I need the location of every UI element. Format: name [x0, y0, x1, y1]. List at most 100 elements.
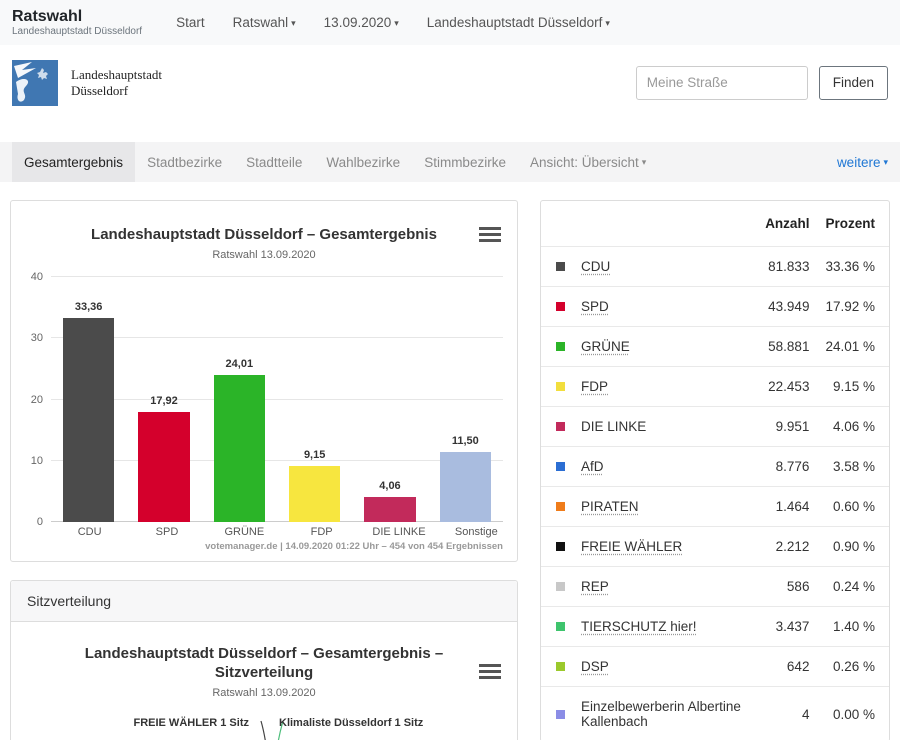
party-name-link[interactable]: Einzelbewerberin Albertine Kallenbach — [581, 699, 749, 729]
street-search-input[interactable] — [636, 66, 808, 100]
tab[interactable]: Gesamtergebnis — [12, 142, 135, 182]
street-search: Finden — [636, 66, 888, 100]
votes-percent: 9.15 % — [817, 367, 889, 407]
bar-SPD[interactable] — [138, 412, 189, 522]
table-header-row: Anzahl Prozent — [541, 201, 889, 247]
chart-export-menu-icon[interactable] — [479, 227, 501, 245]
logo-text: Landeshauptstadt Düsseldorf — [71, 67, 162, 99]
nav-item[interactable]: Ratswahl▾ — [233, 15, 296, 30]
bar-FDP[interactable] — [289, 466, 340, 522]
party-name-link[interactable]: FDP — [581, 379, 608, 394]
nav-item[interactable]: 13.09.2020▾ — [324, 15, 399, 30]
table-row: PIRATEN 1.464 0.60 % — [541, 487, 889, 527]
x-axis-label: GRÜNE — [206, 526, 283, 538]
x-axis: CDUSPDGRÜNEFDPDIE LINKESonstige — [51, 526, 515, 538]
x-axis-label: SPD — [128, 526, 205, 538]
y-tick-label: 10 — [11, 455, 43, 467]
nav-item[interactable]: Start — [176, 15, 205, 30]
tab-label: Stimmbezirke — [424, 155, 506, 170]
party-name-link[interactable]: TIERSCHUTZ hier! — [581, 619, 697, 634]
party-color-icon — [556, 262, 565, 271]
party-name-link[interactable]: CDU — [581, 259, 610, 274]
table-row: Einzelbewerberin Albertine Kallenbach 4 … — [541, 687, 889, 740]
party-name-link[interactable]: GRÜNE — [581, 339, 630, 354]
votes-percent: 0.26 % — [817, 647, 889, 687]
party-name-link[interactable]: SPD — [581, 299, 609, 314]
table-row: AfD 8.776 3.58 % — [541, 447, 889, 487]
seat-distribution-body: Landeshauptstadt Düsseldorf – Gesamterge… — [11, 644, 517, 740]
bar-GRÜNE[interactable] — [214, 375, 265, 522]
seat-distribution-header: Sitzverteilung — [11, 581, 517, 622]
prozent-column-header: Prozent — [817, 201, 889, 247]
table-row: CDU 81.833 33.36 % — [541, 247, 889, 287]
party-name-link[interactable]: PIRATEN — [581, 499, 639, 514]
bar-value-label: 24,01 — [202, 358, 277, 370]
pie-slice-label[interactable]: FREIE WÄHLER 1 Sitz — [133, 717, 249, 729]
chart-subtitle: Ratswahl 13.09.2020 — [11, 249, 517, 261]
tab-label: Wahlbezirke — [326, 155, 400, 170]
party-color-icon — [556, 302, 565, 311]
party-name-link[interactable]: DIE LINKE — [581, 419, 646, 434]
votes-percent: 4.06 % — [817, 407, 889, 447]
logo-graphic-icon — [12, 60, 58, 106]
chart-title: Landeshauptstadt Düsseldorf – Gesamterge… — [11, 225, 517, 244]
votes-count: 22.453 — [757, 367, 817, 407]
table-row: REP 586 0.24 % — [541, 567, 889, 607]
bar-DIE LINKE[interactable] — [364, 497, 415, 522]
bar-Sonstige[interactable] — [440, 452, 491, 522]
votes-percent: 3.58 % — [817, 447, 889, 487]
bar-column: 33,36 — [51, 277, 126, 522]
chevron-down-icon: ▾ — [605, 18, 610, 28]
x-axis-label: CDU — [51, 526, 128, 538]
tab[interactable]: Stadtteile — [234, 142, 314, 182]
seats-chart-subtitle: Ratswahl 13.09.2020 — [11, 687, 517, 699]
tab[interactable]: Stadtbezirke — [135, 142, 234, 182]
nav-item-label: Start — [176, 15, 205, 30]
pie-slice-label[interactable]: Klimaliste Düsseldorf 1 Sitz — [279, 717, 423, 729]
tab[interactable]: Stimmbezirke — [412, 142, 518, 182]
y-tick-label: 40 — [11, 271, 43, 283]
party-name-link[interactable]: REP — [581, 579, 609, 594]
chevron-down-icon: ▾ — [642, 157, 647, 168]
x-axis-label: FDP — [283, 526, 360, 538]
tab[interactable]: Wahlbezirke — [314, 142, 412, 182]
seats-chart-title: Landeshauptstadt Düsseldorf – Gesamterge… — [11, 644, 517, 682]
tab-label: Gesamtergebnis — [24, 155, 123, 170]
x-axis-label: DIE LINKE — [360, 526, 437, 538]
votes-count: 43.949 — [757, 287, 817, 327]
votes-count: 1.464 — [757, 487, 817, 527]
bar-value-label: 9,15 — [277, 449, 352, 461]
party-name-link[interactable]: AfD — [581, 459, 604, 474]
bar-column: 9,15 — [277, 277, 352, 522]
bar-column: 11,50 — [428, 277, 503, 522]
more-dropdown[interactable]: weitere▾ — [837, 142, 888, 182]
nav-item[interactable]: Landeshauptstadt Düsseldorf▾ — [427, 15, 610, 30]
results-table: Anzahl Prozent CDU 81.833 33.36 % SPD 43… — [541, 201, 889, 740]
party-color-icon — [556, 342, 565, 351]
party-color-icon — [556, 462, 565, 471]
tab-label: Stadtteile — [246, 155, 302, 170]
brand-subtitle: Landeshauptstadt Düsseldorf — [12, 26, 142, 37]
tab-label: Ansicht: Übersicht — [530, 155, 639, 170]
y-tick-label: 20 — [11, 394, 43, 406]
more-label: weitere — [837, 155, 881, 170]
nav-item-label: Landeshauptstadt Düsseldorf — [427, 15, 603, 30]
find-button[interactable]: Finden — [819, 66, 888, 100]
results-table-panel: Anzahl Prozent CDU 81.833 33.36 % SPD 43… — [540, 200, 890, 740]
table-row: GRÜNE 58.881 24.01 % — [541, 327, 889, 367]
bar-column: 24,01 — [202, 277, 277, 522]
bar-CDU[interactable] — [63, 318, 114, 522]
votes-percent: 1.40 % — [817, 607, 889, 647]
votes-count: 586 — [757, 567, 817, 607]
party-name-link[interactable]: FREIE WÄHLER — [581, 539, 682, 554]
chevron-down-icon: ▾ — [883, 157, 888, 168]
logo-text-line2: Düsseldorf — [71, 83, 162, 99]
bar-value-label: 4,06 — [352, 480, 427, 492]
site-header: Landeshauptstadt Düsseldorf Finden — [0, 45, 900, 120]
party-name-link[interactable]: DSP — [581, 659, 609, 674]
pie-connector-lines — [11, 713, 517, 740]
tab[interactable]: Ansicht: Übersicht▾ — [518, 142, 658, 182]
party-color-icon — [556, 662, 565, 671]
nav-items: Start Ratswahl▾ 13.09.2020▾ Landeshaupts… — [176, 15, 610, 30]
chart-export-menu-icon[interactable] — [479, 664, 501, 682]
